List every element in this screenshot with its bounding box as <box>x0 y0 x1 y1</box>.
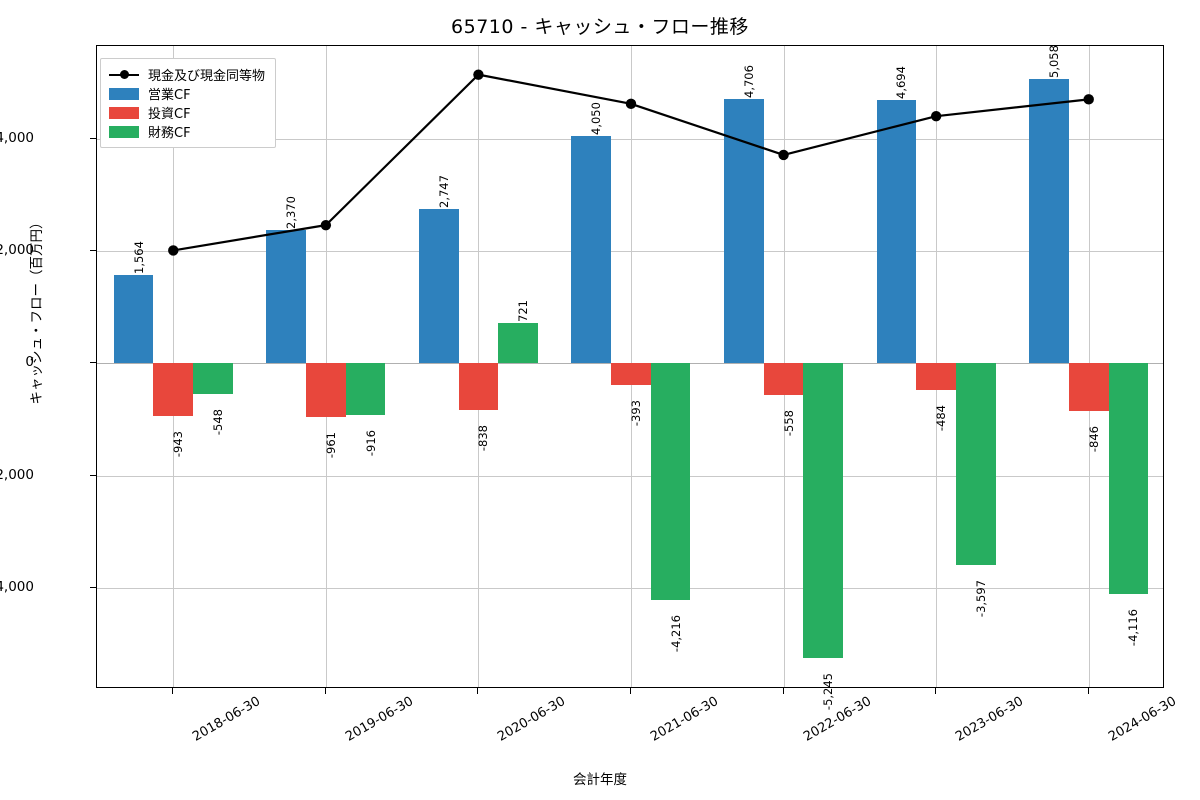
bar <box>345 363 386 415</box>
line-marker <box>1083 94 1094 105</box>
bar <box>306 363 346 418</box>
y-axis-label: キャッシュ・フロー（百万円） <box>29 215 45 405</box>
bar <box>611 363 651 386</box>
x-tick-label: 2024-06-30 <box>1105 694 1179 745</box>
x-tick-mark <box>172 688 174 694</box>
bar <box>193 363 233 395</box>
bar <box>724 99 764 364</box>
bar <box>1068 363 1109 411</box>
y-tick-label: -2,000 <box>0 466 34 483</box>
gridline-horizontal <box>97 138 1163 140</box>
bar <box>916 363 956 391</box>
y-tick-label: 2,000 <box>0 241 34 258</box>
legend-color-swatch <box>109 125 139 138</box>
x-axis-label: 会計年度 <box>573 772 627 788</box>
gridline-horizontal <box>97 250 1163 252</box>
line-marker <box>473 69 484 80</box>
legend-label: 財務CF <box>148 126 191 141</box>
chart-legend: 現金及び現金同等物 営業CF 投資CF 財務CF <box>100 58 277 148</box>
bar <box>458 363 499 411</box>
x-tick-label: 2021-06-30 <box>648 694 722 745</box>
bar <box>1108 363 1149 595</box>
x-tick-label: 2023-06-30 <box>953 694 1027 745</box>
x-tick-label: 2019-06-30 <box>342 694 416 745</box>
line-marker <box>625 98 637 110</box>
legend-line-marker-icon <box>109 69 139 81</box>
y-tick-mark <box>90 586 96 588</box>
legend-color-swatch <box>109 106 139 119</box>
bar <box>763 363 804 395</box>
gridline-horizontal <box>97 475 1163 477</box>
legend-item[interactable]: 財務CF <box>109 122 265 141</box>
bar <box>113 275 154 364</box>
bar <box>571 135 612 364</box>
legend-item[interactable]: 投資CF <box>109 103 265 122</box>
y-tick-label: -4,000 <box>0 578 34 595</box>
x-tick-label: 2022-06-30 <box>800 694 874 745</box>
line-marker <box>778 149 789 161</box>
legend-item[interactable]: 現金及び現金同等物 <box>109 65 265 84</box>
bar <box>650 363 691 601</box>
bar <box>803 363 844 658</box>
legend-label: 投資CF <box>148 107 191 122</box>
bar <box>1029 79 1069 364</box>
bar <box>498 322 538 364</box>
legend-label: 現金及び現金同等物 <box>148 69 266 84</box>
line-marker <box>930 110 942 122</box>
cash-line-series <box>168 69 1094 256</box>
y-tick-mark <box>90 474 96 476</box>
y-tick-label: 0 <box>25 354 34 371</box>
x-tick-label: 2020-06-30 <box>495 694 569 745</box>
x-tick-mark <box>324 688 326 694</box>
gridline-horizontal <box>97 587 1163 589</box>
bar <box>266 230 306 364</box>
plot-area: 1,564 2,370 2,747 4,050 4,706 4,694 5,058 -943-… <box>96 45 1164 710</box>
y-tick-label: 4,000 <box>0 129 34 146</box>
legend-item[interactable]: 営業CF <box>109 84 265 103</box>
bar <box>955 363 996 566</box>
y-tick-mark <box>90 249 96 251</box>
legend-color-swatch <box>109 87 139 100</box>
x-tick-mark <box>630 688 631 694</box>
legend-label: 営業CF <box>148 88 191 103</box>
x-tick-mark <box>1087 688 1089 694</box>
x-tick-mark <box>477 688 479 694</box>
x-tick-mark <box>935 688 937 694</box>
y-tick-mark <box>90 137 96 139</box>
bar <box>876 99 917 364</box>
x-tick-mark <box>782 688 784 694</box>
y-tick-mark <box>90 362 96 364</box>
line-marker <box>320 219 332 231</box>
bar <box>418 209 459 364</box>
bar <box>153 363 194 417</box>
chart-title: 65710 - キャッシュ・フロー推移 <box>451 16 749 38</box>
x-tick-label: 2018-06-30 <box>190 694 264 745</box>
line-marker <box>168 245 179 256</box>
